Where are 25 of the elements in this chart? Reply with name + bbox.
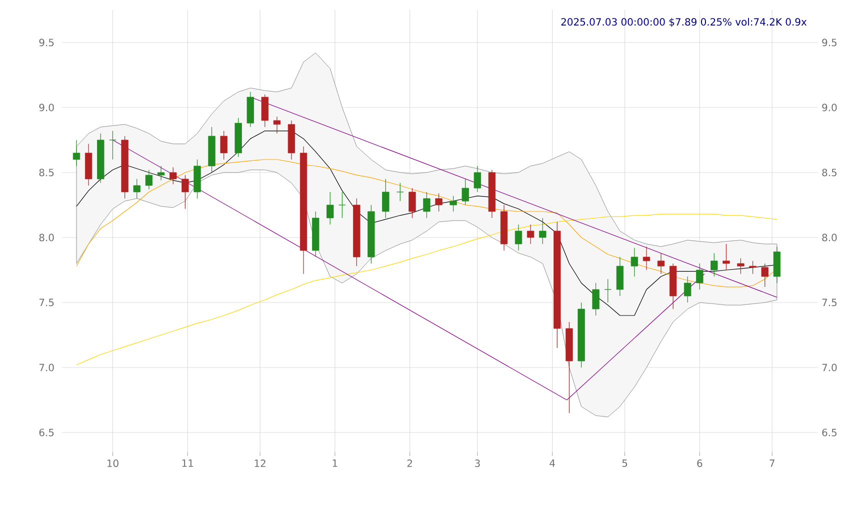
y2-tick-label: 9.0: [822, 104, 837, 112]
x-tick-label: 12: [254, 459, 266, 467]
y-tick-label: 7.0: [39, 364, 54, 372]
y-tick-label: 9.5: [39, 38, 54, 46]
y-tick-label: 7.5: [39, 298, 54, 306]
y2-tick-label: 6.5: [822, 428, 837, 436]
y2-tick-label: 8.0: [822, 234, 837, 242]
y2-tick-label: 9.5: [822, 38, 837, 46]
x-tick-label: 6: [697, 459, 702, 468]
y2-tick-label: 7.5: [822, 298, 837, 306]
x-tick-label: 4: [550, 460, 555, 467]
x-tick-label: 10: [107, 459, 118, 468]
x-tick-label: 3: [475, 459, 480, 468]
x-tick-label: 11: [182, 460, 194, 467]
y2-tick-label: 8.5: [822, 168, 837, 176]
x-tick-label: 5: [622, 460, 628, 467]
y-tick-label: 9.0: [39, 104, 54, 112]
y-tick-label: 8.0: [39, 234, 54, 242]
y2-tick-label: 7.0: [822, 364, 837, 372]
x-tick-label: 7: [770, 460, 774, 467]
x-tick-label: 1: [332, 460, 338, 467]
text: 2025.07.03 00:00:00 $7.89 0.25% vol:74.2K 0.9x: [561, 18, 807, 27]
y-tick-label: 6.5: [39, 428, 54, 436]
y-tick-label: 8.5: [39, 168, 54, 176]
x-tick-label: 2: [407, 459, 412, 467]
